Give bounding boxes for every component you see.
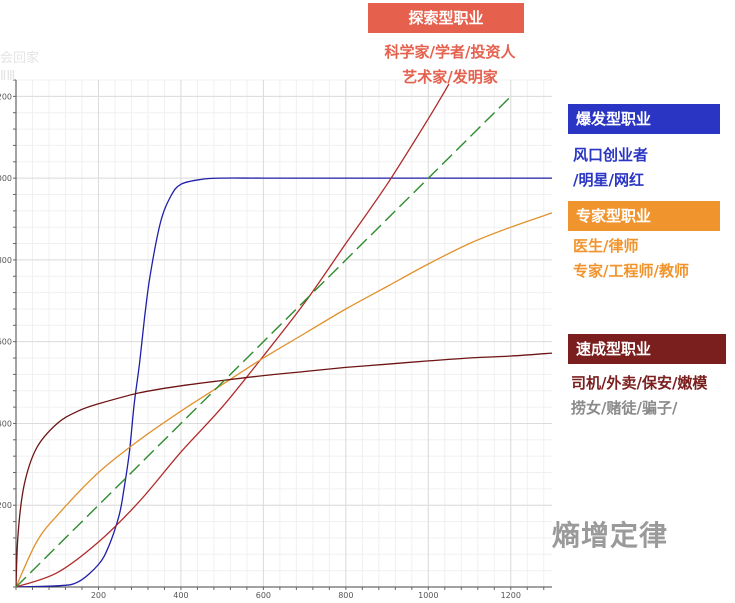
x-tick-label: 800 xyxy=(338,591,353,600)
y-tick-label: 400 xyxy=(0,419,12,428)
fast-career-line-1: 司机/外卖/保安/嫩模 xyxy=(571,374,708,392)
burst-career-banner: 爆发型职业 xyxy=(568,104,720,134)
x-tick-label: 400 xyxy=(173,591,188,600)
series-line-diagonal xyxy=(16,95,512,587)
series-line-1 xyxy=(16,177,552,587)
fast-career-examples: 司机/外卖/保安/嫩模 捞女/赌徒/骗子/ xyxy=(571,371,707,421)
grid-major xyxy=(15,80,552,588)
axes xyxy=(13,79,552,590)
series-line-2 xyxy=(16,83,450,587)
expert-career-line-2: 专家/工程师/教师 xyxy=(573,262,689,280)
x-tick-label: 1200 xyxy=(501,591,521,600)
faded-text-line-1: 会回家 xyxy=(0,51,40,66)
faded-text-line-2: ⅡⅢ xyxy=(0,69,16,84)
explore-career-examples: 科学家/学者/投资人 艺术家/发明家 xyxy=(370,40,530,90)
y-tick-label: 800 xyxy=(0,256,12,265)
expert-career-banner: 专家型职业 xyxy=(568,201,720,231)
burst-career-line-1: 风口创业者 xyxy=(573,146,649,164)
burst-career-title: 爆发型职业 xyxy=(576,110,652,128)
y-tick-label: 600 xyxy=(0,338,12,347)
fast-career-banner: 速成型职业 xyxy=(568,334,726,364)
tick-labels: 200 400 600 800 1000 1200 200 400 600 800 1000 1200 xyxy=(0,92,521,600)
watermark-title: 熵增定律 xyxy=(552,519,669,552)
explore-career-line-2: 艺术家/发明家 xyxy=(402,68,498,86)
explore-career-title: 探索型职业 xyxy=(408,9,484,27)
fast-career-title: 速成型职业 xyxy=(576,340,652,358)
series-line-4 xyxy=(16,352,552,587)
explore-career-line-1: 科学家/学者/投资人 xyxy=(384,43,516,61)
y-tick-label: 1200 xyxy=(0,92,12,101)
expert-career-line-1: 医生/律师 xyxy=(573,237,639,255)
x-tick-label: 200 xyxy=(91,591,106,600)
burst-career-examples: 风口创业者 /明星/网红 xyxy=(573,143,648,193)
fast-career-line-2: 捞女/赌徒/骗子/ xyxy=(571,399,678,417)
grid-minor xyxy=(15,79,552,588)
burst-career-line-2: /明星/网红 xyxy=(573,171,644,189)
explore-career-banner: 探索型职业 xyxy=(368,3,524,33)
faded-overlay-text: 会回家 ⅡⅢ xyxy=(0,50,39,86)
series-lines xyxy=(16,83,552,587)
y-tick-label: 1000 xyxy=(0,174,12,183)
expert-career-examples: 医生/律师 专家/工程师/教师 xyxy=(573,234,689,284)
y-tick-label: 200 xyxy=(0,501,12,510)
series-line-3 xyxy=(16,212,552,587)
expert-career-title: 专家型职业 xyxy=(576,207,652,225)
x-tick-label: 600 xyxy=(256,591,271,600)
x-tick-label: 1000 xyxy=(418,591,438,600)
